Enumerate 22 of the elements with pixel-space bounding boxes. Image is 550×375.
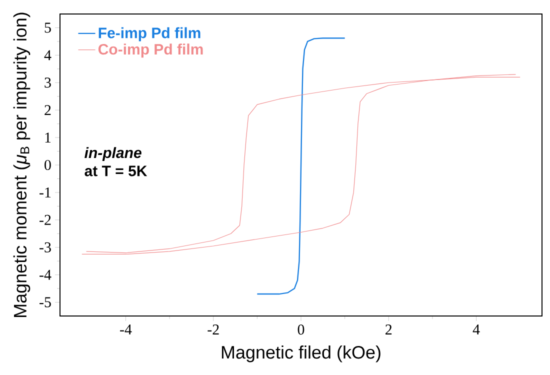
y-tick-label: -2	[40, 214, 51, 225]
y-tick-label: 2	[44, 105, 51, 116]
x-tick-label: 2	[386, 324, 392, 334]
y-tick-label: -3	[40, 242, 51, 252]
y-axis-title: Magnetic moment (μ$_{B}$ per impurity ion)	[13, 12, 30, 317]
y-tick-label: -1	[40, 188, 51, 198]
y-tick-label: 4	[44, 50, 52, 60]
annotation: at T = 5K	[84, 166, 148, 176]
y-tick-label: 3	[44, 78, 51, 88]
legend-label: Co-imp Pd film	[98, 44, 203, 58]
annotation: in-plane	[84, 147, 142, 162]
x-tick-label: 4	[472, 324, 480, 334]
x-tick-label: -2	[208, 324, 219, 334]
y-tick-label: 1	[45, 132, 51, 142]
x-axis-title: Magnetic filed (kOe)	[222, 345, 380, 362]
x-tick-label: 0	[298, 324, 304, 335]
x-tick-label: -4	[120, 324, 132, 334]
y-tick-label: 5	[44, 22, 51, 33]
legend-label: Fe-imp Pd film	[98, 27, 200, 42]
y-tick-label: -5	[40, 297, 51, 308]
y-tick-label: -4	[40, 270, 52, 280]
y-tick-label: 0	[44, 160, 51, 170]
